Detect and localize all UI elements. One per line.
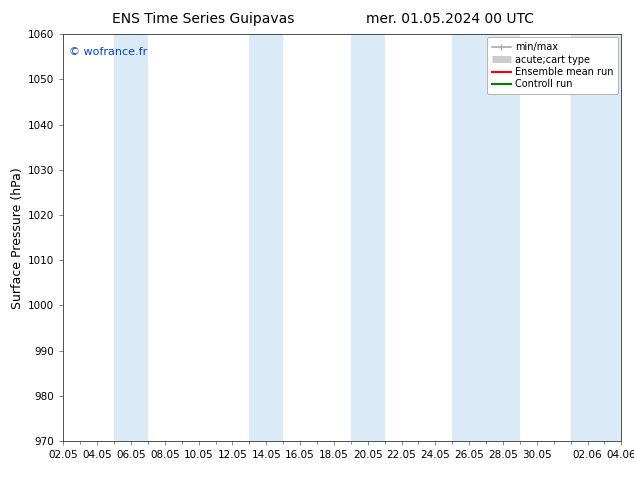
Text: © wofrance.fr: © wofrance.fr bbox=[69, 47, 147, 56]
Bar bbox=[351, 34, 385, 441]
Bar bbox=[571, 34, 634, 441]
Text: mer. 01.05.2024 00 UTC: mer. 01.05.2024 00 UTC bbox=[366, 12, 534, 26]
Legend: min/max, acute;cart type, Ensemble mean run, Controll run: min/max, acute;cart type, Ensemble mean … bbox=[487, 37, 618, 94]
Bar bbox=[452, 34, 520, 441]
Bar bbox=[114, 34, 148, 441]
Y-axis label: Surface Pressure (hPa): Surface Pressure (hPa) bbox=[11, 167, 24, 309]
Bar bbox=[249, 34, 283, 441]
Text: ENS Time Series Guipavas: ENS Time Series Guipavas bbox=[112, 12, 294, 26]
